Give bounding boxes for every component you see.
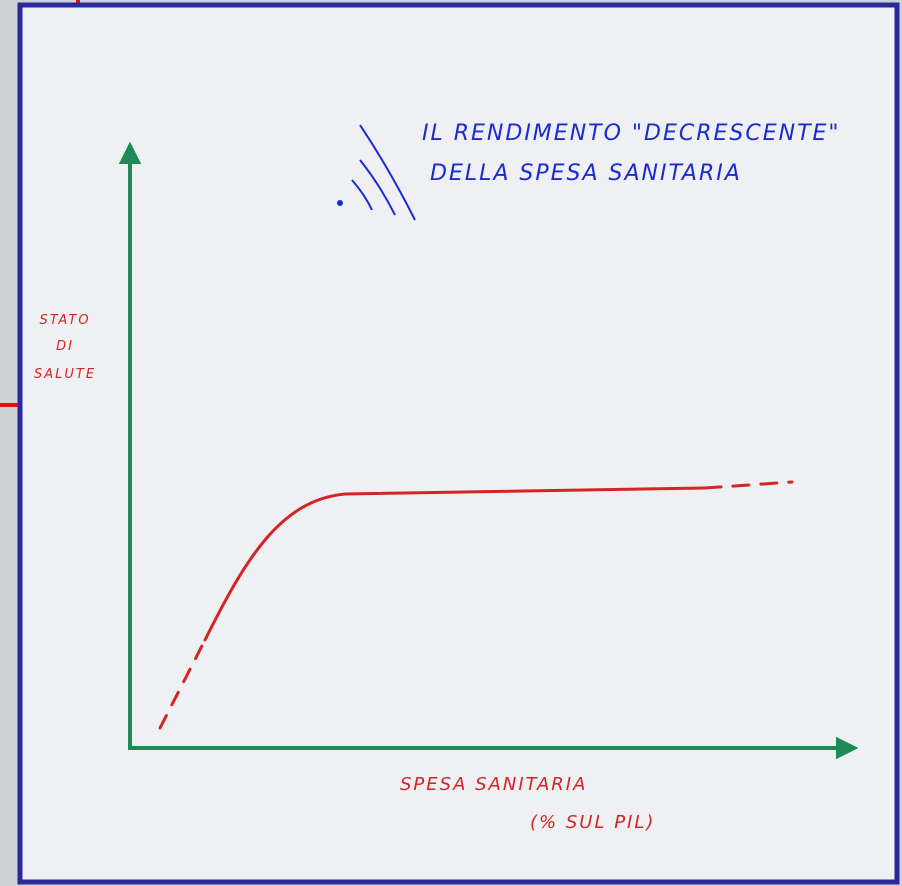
x-axis-label: SPESA SANITARIA [400, 774, 587, 795]
x-arrow [836, 736, 859, 760]
y-axis-label: DI [56, 339, 74, 354]
y-axis-label: SALUTE [34, 367, 96, 382]
frame [17, 2, 900, 885]
hatch-marks [337, 124, 416, 221]
axes [118, 141, 859, 760]
title-line: DELLA SPESA SANITARIA [430, 161, 742, 186]
y-arrow [118, 141, 142, 164]
curve [158, 480, 794, 730]
curve-solid [203, 486, 707, 642]
curve-dashed-end [703, 480, 794, 490]
x-axis-label: (% SUL PIL) [530, 812, 655, 833]
y-axis-label: STATO [39, 313, 90, 328]
title-line: IL RENDIMENTO "DECRESCENTE" [422, 121, 841, 146]
curve-dashed-start [158, 638, 207, 730]
